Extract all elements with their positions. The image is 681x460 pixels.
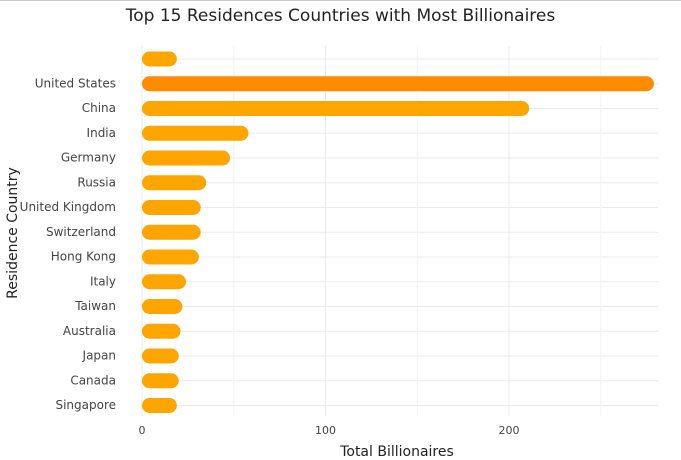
x-tick-label: 200 (499, 424, 520, 437)
category-label: Switzerland (46, 225, 116, 239)
category-label: Italy (90, 274, 116, 288)
bar (142, 373, 179, 389)
x-tick-label: 100 (315, 424, 336, 437)
category-label: Canada (70, 373, 116, 387)
bar (142, 101, 530, 116)
x-tick-label: 0 (139, 424, 146, 437)
bar (142, 224, 201, 240)
bar (142, 323, 181, 339)
category-label: United States (35, 76, 116, 90)
bar (142, 125, 249, 141)
bar (142, 150, 231, 166)
x-axis-title: Total Billionaires (340, 444, 454, 460)
category-label: India (87, 126, 116, 140)
category-label: China (82, 101, 116, 115)
y-axis-title: Residence Country (5, 167, 21, 299)
bar (142, 299, 183, 314)
bar (142, 175, 207, 191)
bar (142, 51, 177, 67)
category-label: Australia (63, 324, 116, 338)
category-label: Japan (82, 349, 116, 363)
category-label: Germany (61, 151, 116, 165)
bar (142, 348, 179, 364)
bar (142, 76, 654, 92)
category-label: Russia (77, 175, 116, 189)
bar (142, 274, 187, 290)
top-border (0, 0, 681, 1)
category-label: Taiwan (74, 299, 116, 313)
category-label: Singapore (55, 398, 116, 412)
category-label: Hong Kong (51, 250, 116, 264)
bar (142, 249, 199, 265)
bar (142, 200, 201, 215)
category-label: United Kingdom (20, 200, 116, 214)
bar (142, 398, 177, 413)
chart-title: Top 15 Residences Countries with Most Bi… (125, 6, 556, 26)
